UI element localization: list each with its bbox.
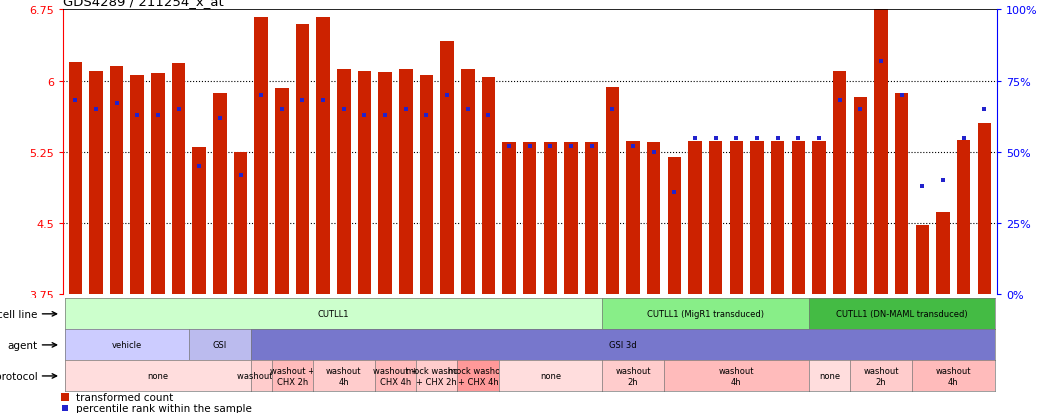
Text: washout
4h: washout 4h	[326, 366, 361, 386]
Bar	[647, 143, 661, 294]
Bar	[895, 94, 909, 294]
Bar	[503, 143, 516, 294]
Text: mock washout
+ CHX 4h: mock washout + CHX 4h	[448, 366, 509, 386]
Text: none: none	[148, 372, 169, 380]
Bar	[68, 62, 82, 294]
Text: washout 2h: washout 2h	[237, 372, 286, 380]
Bar	[626, 142, 640, 294]
Text: mock washout
+ CHX 2h: mock washout + CHX 2h	[406, 366, 467, 386]
Text: agent: agent	[7, 340, 38, 350]
Bar	[668, 158, 682, 294]
Bar	[214, 94, 226, 294]
Bar	[709, 142, 722, 294]
Text: CUTLL1 (DN-MAML transduced): CUTLL1 (DN-MAML transduced)	[836, 310, 967, 318]
Text: transformed count: transformed count	[76, 392, 174, 403]
Bar	[358, 72, 372, 294]
Bar	[606, 88, 619, 294]
Bar	[275, 89, 289, 294]
Bar	[482, 78, 495, 294]
Bar	[771, 142, 784, 294]
Bar	[564, 143, 578, 294]
Bar	[110, 67, 124, 294]
Bar	[316, 18, 330, 294]
Bar	[585, 143, 599, 294]
Text: CUTLL1: CUTLL1	[317, 310, 350, 318]
Text: none: none	[540, 372, 561, 380]
Text: GDS4289 / 211254_x_at: GDS4289 / 211254_x_at	[63, 0, 224, 8]
Text: cell line: cell line	[0, 309, 38, 319]
Bar	[853, 97, 867, 294]
Bar	[399, 70, 413, 294]
Text: percentile rank within the sample: percentile rank within the sample	[76, 403, 252, 413]
Bar	[151, 74, 164, 294]
Text: protocol: protocol	[0, 371, 38, 381]
Bar	[461, 70, 474, 294]
Bar	[792, 142, 805, 294]
Text: washout
2h: washout 2h	[616, 366, 651, 386]
Bar	[543, 143, 557, 294]
Bar	[441, 42, 453, 294]
Bar	[524, 143, 536, 294]
Bar	[193, 148, 206, 294]
Bar	[420, 76, 433, 294]
Bar	[378, 73, 392, 294]
Bar	[89, 72, 103, 294]
Text: washout
2h: washout 2h	[864, 366, 898, 386]
Text: GSI: GSI	[213, 341, 227, 349]
Bar	[751, 142, 763, 294]
Text: none: none	[819, 372, 840, 380]
Text: washout +
CHX 2h: washout + CHX 2h	[270, 366, 315, 386]
Bar	[957, 141, 971, 294]
Bar	[688, 142, 701, 294]
Bar	[874, 0, 888, 294]
Bar	[978, 124, 992, 294]
Bar	[916, 225, 929, 294]
Bar	[233, 152, 247, 294]
Text: washout
4h: washout 4h	[718, 366, 754, 386]
Bar	[833, 72, 846, 294]
Text: GSI 3d: GSI 3d	[609, 341, 637, 349]
Bar	[936, 212, 950, 294]
Text: CUTLL1 (MigR1 transduced): CUTLL1 (MigR1 transduced)	[647, 310, 764, 318]
Text: washout
4h: washout 4h	[936, 366, 972, 386]
Bar	[730, 142, 743, 294]
Bar	[337, 70, 351, 294]
Text: vehicle: vehicle	[112, 341, 142, 349]
Bar	[254, 18, 268, 294]
Text: washout +
CHX 4h: washout + CHX 4h	[373, 366, 418, 386]
Bar	[131, 76, 143, 294]
Bar	[296, 24, 309, 294]
Bar	[172, 64, 185, 294]
Bar	[812, 142, 826, 294]
